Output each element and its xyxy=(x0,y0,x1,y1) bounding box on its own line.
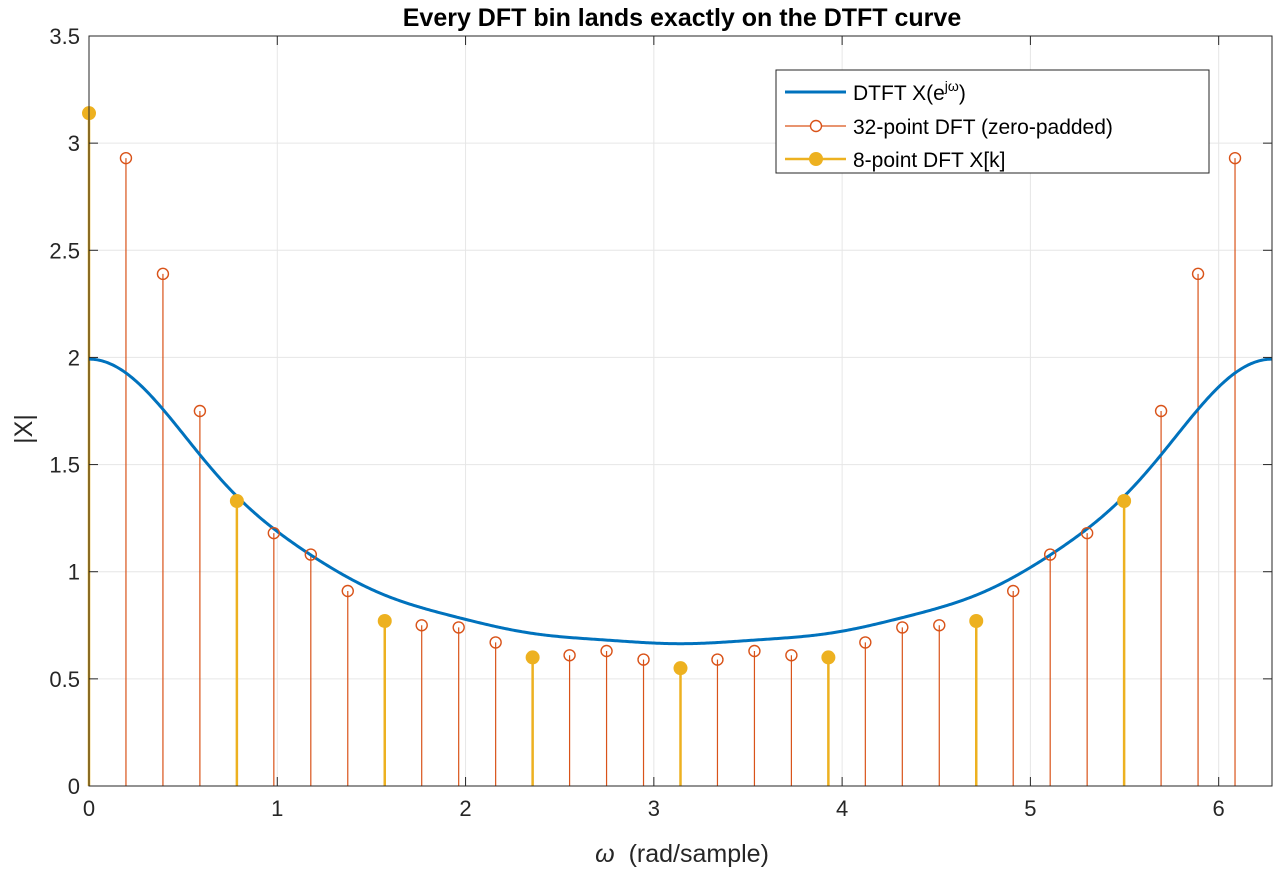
y-tick-label: 2 xyxy=(68,345,80,370)
legend: DTFT X(ejω) 32-point DFT (zero-padded) 8… xyxy=(775,69,1210,174)
legend-label-dtft: DTFT X(ejω) xyxy=(853,78,966,105)
axes xyxy=(88,35,1273,787)
dft32-marker xyxy=(896,621,909,634)
dft32-marker xyxy=(452,621,465,634)
dft32-marker xyxy=(1080,526,1094,540)
legend-marker-dft32 xyxy=(809,119,823,133)
dft8-marker xyxy=(969,614,984,628)
dtft-series xyxy=(82,106,1273,676)
dft32-marker xyxy=(600,644,613,658)
x-tick-label: 4 xyxy=(836,796,848,821)
dft32-marker xyxy=(563,649,576,662)
dft32-marker xyxy=(933,619,946,632)
x-tick-label: 6 xyxy=(1213,796,1225,821)
y-tick-label: 1 xyxy=(68,560,80,585)
dtft-curve xyxy=(88,357,1273,646)
x-tick-label: 1 xyxy=(271,796,283,821)
dft8-marker xyxy=(673,661,688,676)
dft32-marker xyxy=(304,548,318,561)
dft32-marker xyxy=(489,636,502,649)
dft32-marker xyxy=(637,653,650,666)
dft32-marker xyxy=(1191,267,1205,281)
dft8-marker xyxy=(377,614,392,628)
dft8-marker xyxy=(525,650,540,665)
x-tick-label: 3 xyxy=(648,796,660,821)
x-axis-unit: (rad/sample) xyxy=(629,840,769,868)
dft32-marker xyxy=(711,653,724,666)
legend-marker-dft8 xyxy=(809,152,823,166)
dft32-marker xyxy=(748,644,761,658)
dft32-marker xyxy=(785,649,798,662)
y-tick-label: 3 xyxy=(68,131,80,156)
legend-box xyxy=(775,69,1210,174)
dft8-marker xyxy=(229,494,244,508)
x-tick-label: 2 xyxy=(459,796,471,821)
dft32-marker xyxy=(341,584,354,598)
y-tick-label: 1.5 xyxy=(49,453,80,478)
tick-labels: 0 1 2 3 4 5 6 0 0.5 1 1.5 2 2.5 3 3.5 xyxy=(49,24,1224,821)
dft32-marker xyxy=(119,151,133,165)
x-axis-symbol: ω xyxy=(595,840,614,868)
x-tick-label: 0 xyxy=(83,796,95,821)
chart-title: Every DFT bin lands exactly on the DTFT … xyxy=(403,4,962,32)
legend-label-dft32: 32-point DFT (zero-padded) xyxy=(853,116,1113,139)
y-tick-label: 0 xyxy=(68,774,80,799)
x-axis-label: ω (rad/sample) xyxy=(595,840,769,868)
dft32-marker xyxy=(1228,151,1242,165)
dft32-marker xyxy=(1154,404,1168,418)
dft32-marker xyxy=(859,636,872,649)
dft32-series xyxy=(88,113,1236,786)
dft32-marker xyxy=(156,267,170,281)
x-tick-label: 5 xyxy=(1024,796,1036,821)
plot-frame xyxy=(88,35,1273,787)
y-axis-label: |X| xyxy=(10,414,38,444)
dft8-marker xyxy=(821,650,836,665)
y-tick-label: 3.5 xyxy=(49,24,80,49)
dft32-marker xyxy=(193,404,207,418)
dft32-marker xyxy=(1007,584,1020,598)
dft32-marker xyxy=(267,526,281,540)
y-tick-label: 2.5 xyxy=(49,238,80,263)
dft32-marker xyxy=(1043,548,1057,561)
legend-label-dft8: 8-point DFT X[k] xyxy=(853,149,1006,172)
grid-lines xyxy=(89,36,1272,786)
y-tick-label: 0.5 xyxy=(49,667,80,692)
dft32-marker xyxy=(415,619,428,632)
dft8-marker xyxy=(1117,494,1132,508)
